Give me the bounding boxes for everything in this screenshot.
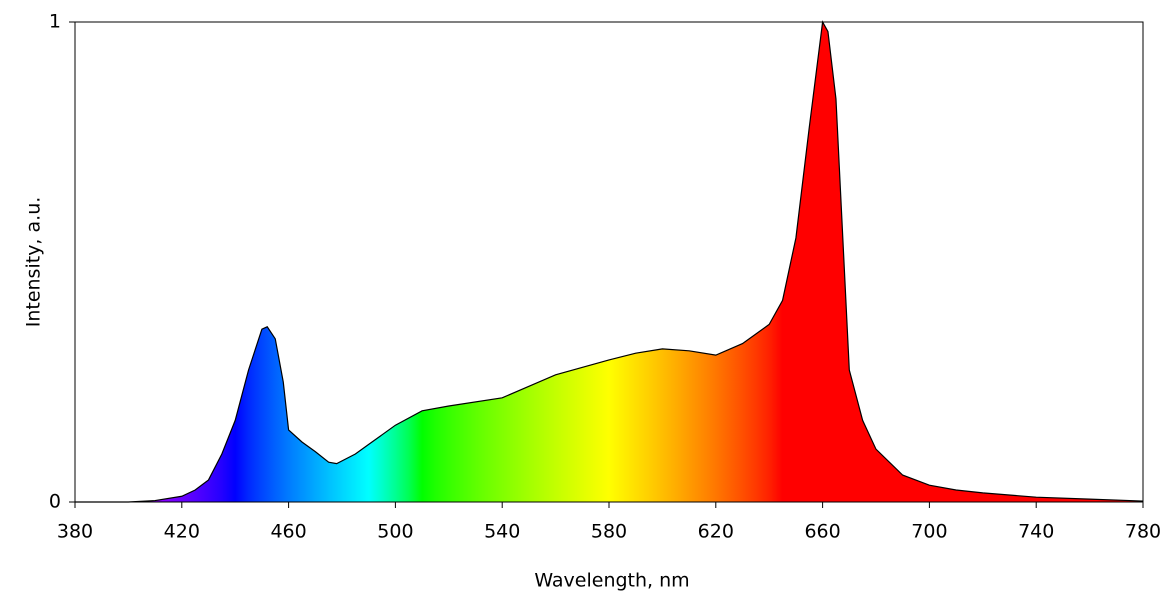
x-tick-label: 620 [698, 521, 734, 543]
x-axis-label: Wavelength, nm [534, 570, 689, 592]
spectrum-line [75, 20, 1144, 503]
x-tick-label: 420 [164, 521, 200, 543]
x-tick-label: 780 [1125, 521, 1161, 543]
x-tick-label: 540 [484, 521, 520, 543]
y-axis-label: Intensity, a.u. [23, 197, 45, 328]
x-tick-label: 580 [591, 521, 627, 543]
y-tick-label: 0 [49, 491, 61, 513]
y-tick-label: 1 [49, 11, 61, 33]
x-tick-label: 460 [270, 521, 306, 543]
x-tick-label: 500 [377, 521, 413, 543]
x-tick-label: 380 [57, 521, 93, 543]
x-tick-label: 700 [911, 521, 947, 543]
spectrum-area [75, 22, 1143, 502]
x-tick-label: 660 [804, 521, 840, 543]
x-tick-label: 740 [1018, 521, 1054, 543]
